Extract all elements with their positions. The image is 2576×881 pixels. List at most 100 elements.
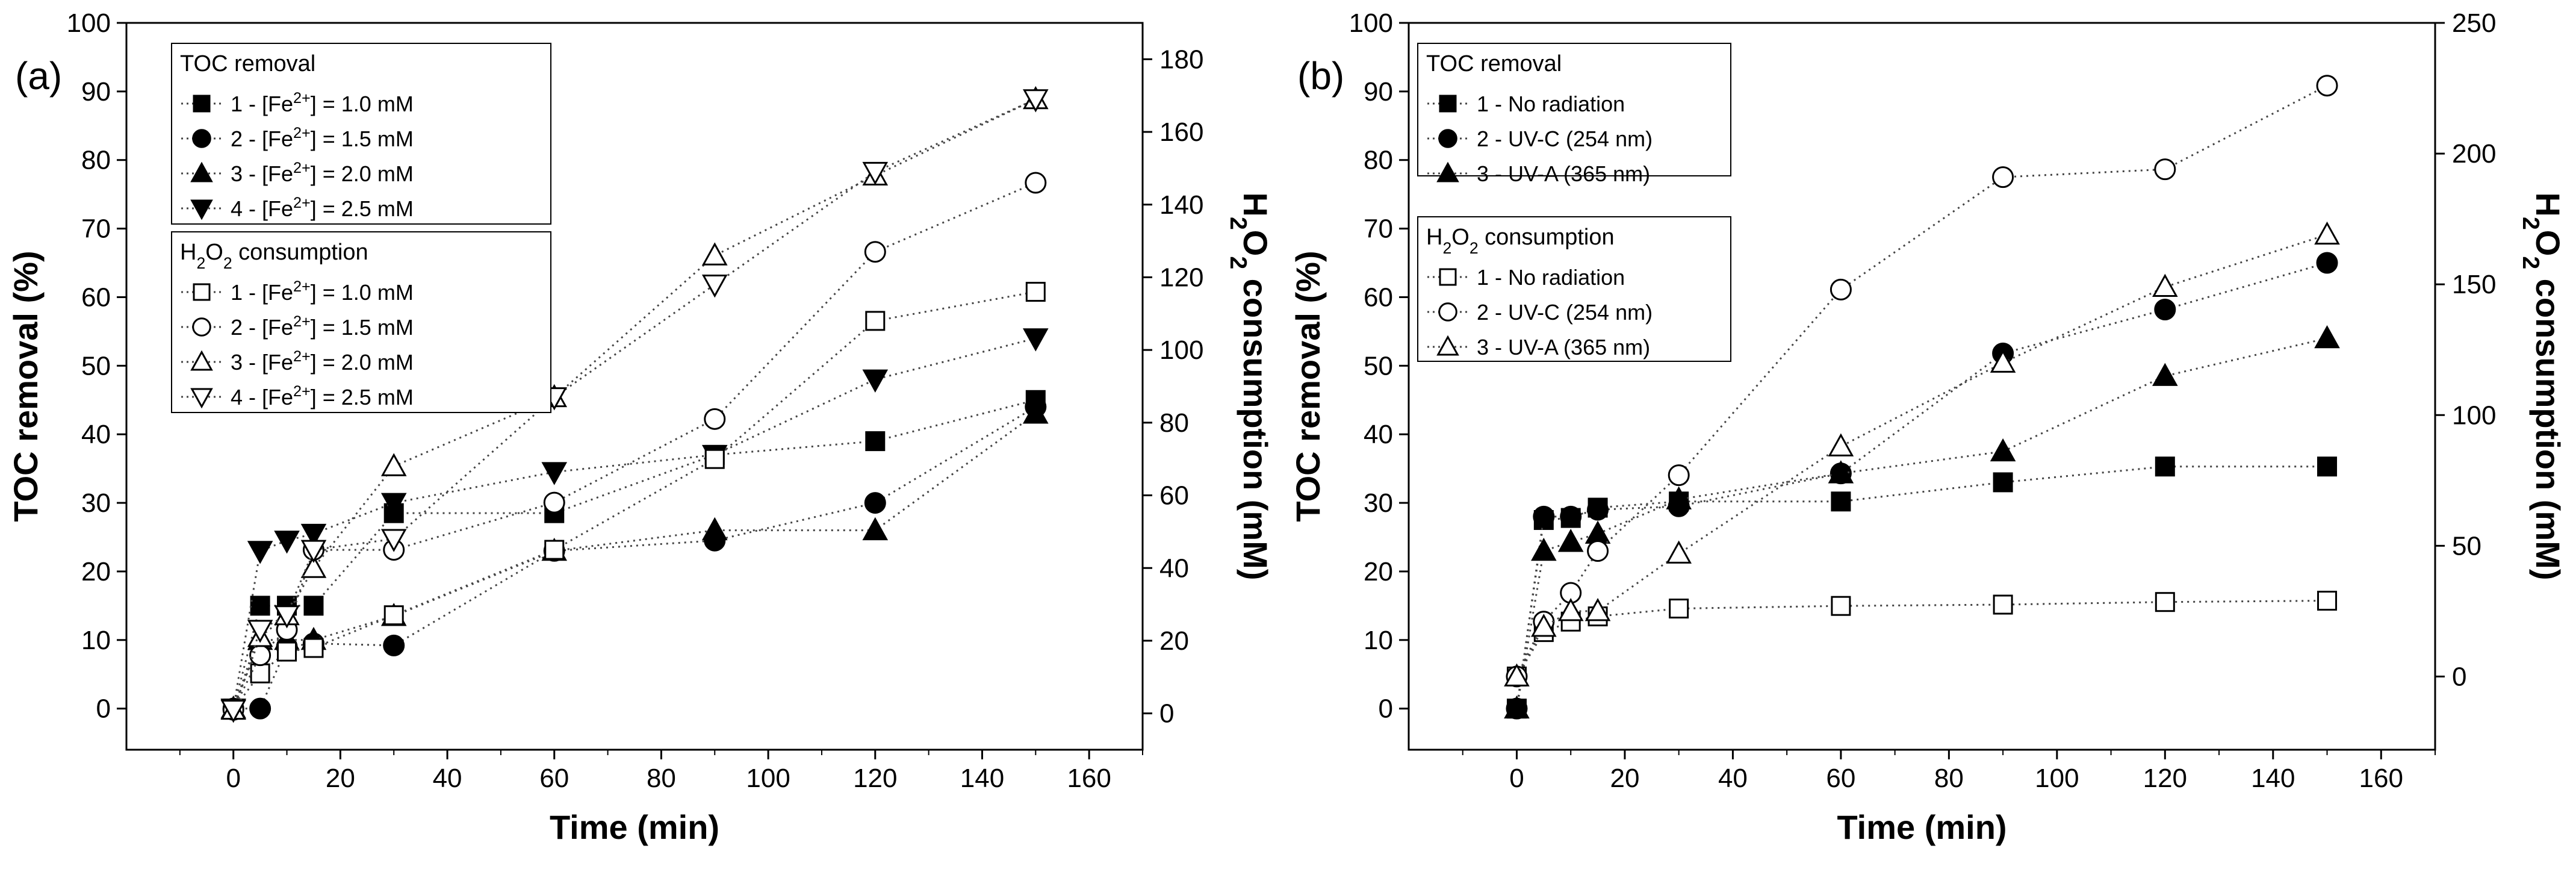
data-point: [274, 605, 300, 629]
y-tick-label: 0: [1379, 694, 1393, 724]
y2-tick-label: 50: [2452, 531, 2481, 561]
data-point: [1504, 695, 1530, 719]
y2-tick-label: 100: [2452, 400, 2496, 430]
data-point: [1531, 537, 1557, 561]
data-point: [1828, 460, 1854, 484]
data-point: [1993, 594, 2013, 615]
legend-marker: [1439, 268, 1457, 286]
data-point: [2154, 298, 2176, 320]
legend-label: 3 - [Fe2+] = 2.0 mM: [231, 348, 414, 375]
legend-marker: [192, 317, 211, 337]
y2-tick-label: 200: [2452, 139, 2496, 169]
data-point: [1504, 663, 1530, 686]
series-3: [1504, 325, 2340, 719]
series-6: [1504, 221, 2340, 686]
legend-label: 4 - [Fe2+] = 2.5 mM: [231, 383, 414, 409]
legend-title: TOC removal: [180, 51, 315, 76]
series-line: [232, 399, 1036, 709]
legend-title: H2O2 consumption: [180, 240, 368, 272]
series-3: [220, 400, 1049, 719]
data-point: [274, 531, 300, 554]
y-axis-title: TOC removal (%): [7, 251, 45, 521]
data-point: [544, 540, 565, 560]
legend-label: 1 - [Fe2+] = 1.0 mM: [231, 90, 414, 116]
y2-tick-label: 160: [1159, 117, 1203, 147]
data-point: [701, 275, 728, 298]
legend-label: 2 - [Fe2+] = 1.5 mM: [231, 125, 414, 151]
legend-label: 1 - No radiation: [1477, 92, 1625, 116]
series-line: [1516, 600, 2327, 677]
y-tick-label: 70: [1364, 214, 1393, 244]
series-line: [1516, 84, 2328, 677]
legend-box: [171, 43, 551, 225]
data-point: [300, 555, 327, 578]
data-point: [1023, 89, 1049, 113]
data-point: [1533, 505, 1555, 528]
y-tick-label: 10: [1364, 626, 1393, 655]
y-tick-label: 40: [1364, 420, 1393, 449]
plot-frame: [1407, 22, 2436, 751]
data-point: [1560, 505, 1582, 528]
data-point: [303, 596, 324, 616]
y2-tick-label: 180: [1159, 45, 1203, 74]
data-point: [249, 644, 272, 667]
x-tick-label: 40: [433, 764, 462, 793]
x-axis-title: Time (min): [1837, 808, 2006, 846]
y2-tick-label: 80: [1159, 408, 1189, 438]
chart-panel-2: 0 20 40 60 80 100 120 140 160 0 10 20 30 40 50 60 70 80 90…: [1289, 8, 2567, 846]
y-tick-label: 10: [81, 626, 111, 655]
legend-box: [1417, 216, 1731, 362]
data-point: [862, 369, 889, 393]
y2-tick-label: 150: [2452, 270, 2496, 299]
legend-2: H2O2 consumption 1 - No radiation 2 - UV-C…: [1417, 216, 1731, 362]
x-tick-label: 120: [853, 764, 897, 793]
series-1: [223, 390, 1046, 719]
y-tick-label: 40: [81, 420, 111, 449]
series-line: [1516, 234, 2327, 677]
data-point: [1557, 529, 1584, 552]
data-point: [1828, 433, 1854, 456]
data-point: [2152, 273, 2178, 297]
y-tick-label: 60: [81, 282, 111, 312]
y-tick-label: 20: [81, 557, 111, 587]
legend-marker: [190, 350, 213, 371]
data-point: [1584, 520, 1611, 544]
y2-tick-label: 250: [2452, 8, 2496, 38]
legend-marker: [193, 283, 211, 301]
data-point: [220, 700, 246, 723]
legend-1: TOC removal 1 - [Fe2+] = 1.0 mM 2 - [Fe2+]…: [171, 43, 551, 225]
data-point: [2317, 456, 2338, 477]
y-tick-label: 20: [1364, 557, 1393, 587]
x-tick-label: 20: [1610, 764, 1639, 793]
data-point: [1992, 166, 2014, 188]
data-point: [1023, 328, 1049, 352]
x-axis-title: Time (min): [550, 808, 719, 846]
data-point: [2152, 363, 2178, 386]
data-point: [383, 605, 404, 626]
y2-axis-title: H2O2 consumption (mM): [1226, 193, 1275, 581]
legend-box: [171, 231, 551, 413]
panel-label: (b): [1297, 54, 1344, 98]
legend-1: TOC removal 1 - No radiation 2 - UV-C (254…: [1417, 43, 1731, 186]
y-tick-label: 0: [96, 694, 111, 724]
data-point: [383, 634, 405, 656]
x-tick-label: 140: [2251, 764, 2295, 793]
x-tick-label: 100: [746, 764, 790, 793]
data-point: [1531, 614, 1557, 637]
data-point: [380, 493, 407, 516]
data-point: [1025, 172, 1047, 194]
x-tick-label: 120: [2143, 764, 2187, 793]
data-point: [864, 241, 886, 263]
data-point: [250, 596, 270, 616]
chart-panel-1: 0 20 40 60 80 100 120 140 160 0 10 20 30 40 50 60 70 80 90…: [7, 8, 1274, 846]
data-point: [701, 242, 728, 266]
legend-label: 1 - No radiation: [1477, 265, 1625, 290]
x-tick-label: 0: [1509, 764, 1524, 793]
x-tick-label: 160: [1067, 764, 1111, 793]
data-point: [249, 697, 272, 720]
data-point: [1831, 596, 1851, 616]
data-point: [865, 431, 886, 452]
data-point: [1993, 472, 2013, 493]
data-point: [1668, 464, 1690, 487]
